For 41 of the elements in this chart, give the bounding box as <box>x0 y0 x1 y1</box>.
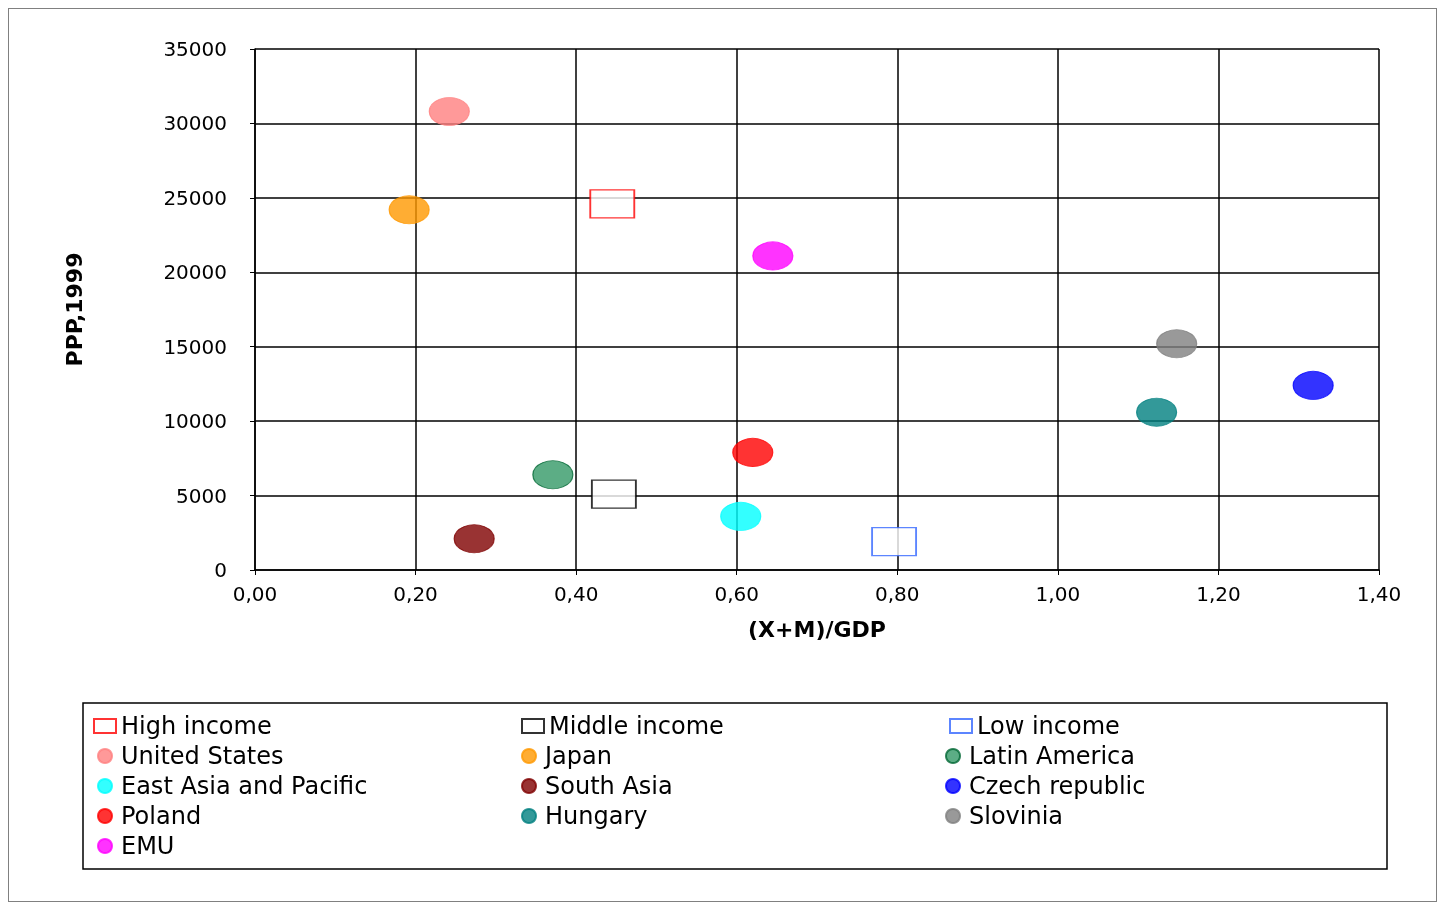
y-tick-label: 25000 <box>163 185 227 210</box>
y-tick-label: 10000 <box>163 409 227 434</box>
point <box>752 241 794 271</box>
x-tick-label: 1,20 <box>1196 582 1241 606</box>
x-tick-label: 0,60 <box>714 582 759 606</box>
point <box>428 97 470 127</box>
legend-label: Japan <box>543 742 612 770</box>
y-tick-label: 15000 <box>163 334 227 359</box>
y-tick-label: 35000 <box>163 37 227 61</box>
y-tick-label: 0 <box>214 558 227 582</box>
x-tick-label: 1,00 <box>1035 582 1081 606</box>
legend-label: South Asia <box>545 772 673 800</box>
legend-label: Middle income <box>549 712 724 740</box>
x-tick-label: 0,40 <box>553 582 599 606</box>
x-axis-title: (X+M)/GDP <box>748 616 886 642</box>
point <box>453 524 495 554</box>
legend-label: Low income <box>977 712 1120 740</box>
point <box>532 460 574 490</box>
point <box>1136 397 1178 427</box>
point <box>732 437 774 467</box>
y-axis-title: PPP,1999 <box>61 252 87 367</box>
legend-label: United States <box>121 742 284 770</box>
legend-label: Poland <box>121 802 202 830</box>
y-tick-label: 30000 <box>163 111 227 136</box>
x-tick-label: 0,00 <box>232 582 278 606</box>
x-tick-label: 1,40 <box>1356 582 1402 606</box>
legend-label: High income <box>121 712 272 740</box>
legend-label: Latin America <box>969 742 1135 770</box>
x-tick-label: 0,20 <box>393 582 438 606</box>
y-tick-label: 20000 <box>163 260 227 285</box>
point <box>1156 329 1198 359</box>
legend-label: Hungary <box>545 802 648 830</box>
legend-label: East Asia and Pacific <box>121 772 368 800</box>
y-tick-label: 5000 <box>176 483 227 508</box>
legend-label: EMU <box>121 832 175 860</box>
legend-label: Czech republic <box>969 772 1146 800</box>
point <box>1292 370 1334 400</box>
x-tick-label: 0,80 <box>875 582 920 606</box>
legend-label: Slovinia <box>969 802 1064 830</box>
point <box>388 195 430 225</box>
point <box>720 501 762 531</box>
